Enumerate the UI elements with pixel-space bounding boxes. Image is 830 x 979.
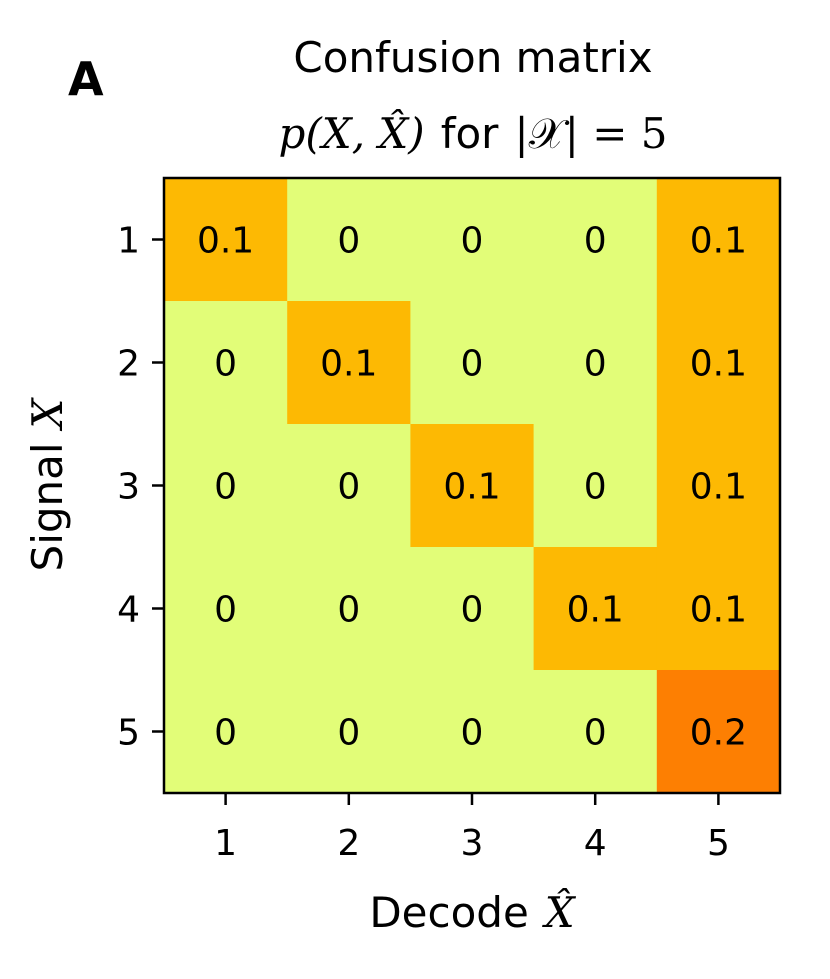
y-axis-ticks: 1 2 3 4 5 — [117, 221, 164, 754]
subtitle-math-right: |𝒳| = 5 — [514, 109, 667, 158]
heatmap-cell-r2-c5 — [656, 301, 781, 425]
x-tick-label-2: 2 — [337, 823, 360, 864]
heatmap-cell-r1-c2 — [287, 178, 411, 302]
heatmap-cell-r1-c4 — [533, 178, 658, 302]
x-tick-label-4: 4 — [584, 823, 607, 864]
cell-value-label-r2-c2: 0.1 — [320, 344, 377, 385]
panel-letter: A — [68, 52, 104, 106]
heatmap-cell-r2-c4 — [533, 301, 658, 425]
heatmap-cell-r5-c3 — [410, 670, 535, 794]
cell-value-label-r2-c5: 0.1 — [690, 344, 747, 385]
heatmap-cell-r3-c2 — [287, 424, 411, 548]
cell-value-label-r4-c4: 0.1 — [567, 590, 624, 631]
cell-value-label-r3-c2: 0 — [337, 467, 360, 508]
heatmap-cell-r4-c5 — [656, 547, 781, 671]
subtitle-text: for — [441, 109, 499, 158]
cell-value-label-r3-c1: 0 — [214, 467, 237, 508]
y-axis-label-math: X — [23, 396, 72, 431]
heatmap-cell-r5-c4 — [533, 670, 658, 794]
y-tick-label-3: 3 — [117, 467, 140, 508]
cell-value-label-r4-c2: 0 — [337, 590, 360, 631]
cell-value-label-r1-c4: 0 — [584, 221, 607, 262]
cell-value-label-r1-c5: 0.1 — [690, 221, 747, 262]
heatmap-cell-r2-c1 — [164, 301, 288, 425]
x-tick-label-1: 1 — [214, 823, 237, 864]
cell-value-label-r1-c1: 0.1 — [197, 221, 254, 262]
cell-value-label-r3-c5: 0.1 — [690, 467, 747, 508]
y-tick-label-4: 4 — [117, 590, 140, 631]
heatmap-cell-r3-c5 — [656, 424, 781, 548]
heatmap-cells — [164, 178, 781, 794]
heatmap-cell-r5-c1 — [164, 670, 288, 794]
heatmap-cell-r1-c5 — [656, 178, 781, 302]
cell-value-label-r3-c4: 0 — [584, 467, 607, 508]
heatmap-cell-r4-c1 — [164, 547, 288, 671]
cell-value-label-r2-c3: 0 — [461, 344, 484, 385]
cell-value-label-r5-c5: 0.2 — [690, 713, 747, 754]
chart-subtitle: p(X, X̂) for |𝒳| = 5 — [279, 107, 668, 158]
cell-value-label-r4-c3: 0 — [461, 590, 484, 631]
cell-value-label-r1-c3: 0 — [461, 221, 484, 262]
cell-value-label-r3-c3: 0.1 — [443, 467, 500, 508]
heatmap-cell-r1-c3 — [410, 178, 535, 302]
y-axis-label: Signal X — [23, 396, 72, 571]
cell-value-label-r5-c4: 0 — [584, 713, 607, 754]
y-axis-label-text: Signal — [23, 442, 72, 571]
chart-title: Confusion matrix — [293, 33, 652, 82]
heatmap-cell-r5-c5 — [656, 670, 781, 794]
heatmap-cell-r2-c3 — [410, 301, 535, 425]
heatmap-cell-r4-c4 — [533, 547, 658, 671]
heatmap-cell-r1-c1 — [164, 178, 288, 302]
x-axis-label: Decode X̂ — [369, 886, 576, 937]
x-tick-label-3: 3 — [461, 823, 484, 864]
cell-value-label-r2-c1: 0 — [214, 344, 237, 385]
heatmap-cell-r3-c1 — [164, 424, 288, 548]
cell-value-label-r5-c1: 0 — [214, 713, 237, 754]
subtitle-math-left: p(X, X̂) — [279, 107, 425, 158]
x-tick-label-5: 5 — [707, 823, 730, 864]
cell-value-label-r5-c3: 0 — [461, 713, 484, 754]
x-axis-label-math: X̂ — [542, 886, 577, 937]
y-tick-label-1: 1 — [117, 221, 140, 262]
y-tick-label-5: 5 — [117, 713, 140, 754]
y-tick-label-2: 2 — [117, 344, 140, 385]
cell-value-label-r4-c1: 0 — [214, 590, 237, 631]
heatmap-cell-r3-c4 — [533, 424, 658, 548]
x-axis-label-text: Decode — [369, 888, 528, 937]
cell-value-label-r5-c2: 0 — [337, 713, 360, 754]
heatmap-cell-labels: 0.1 0 0 0 0.1 0 0.1 0 0 0.1 0 0 0.1 0 0.1 0 0 0 0.1 0.1 0 0 0 0… — [197, 221, 747, 754]
cell-value-label-r2-c4: 0 — [584, 344, 607, 385]
x-axis-ticks: 1 2 3 4 5 — [214, 793, 730, 864]
heatmap-cell-r4-c3 — [410, 547, 535, 671]
heatmap-cell-r3-c3 — [410, 424, 535, 548]
cell-value-label-r4-c5: 0.1 — [690, 590, 747, 631]
heatmap-cell-r5-c2 — [287, 670, 411, 794]
heatmap-cell-r2-c2 — [287, 301, 411, 425]
cell-value-label-r1-c2: 0 — [337, 221, 360, 262]
heatmap-cell-r4-c2 — [287, 547, 411, 671]
